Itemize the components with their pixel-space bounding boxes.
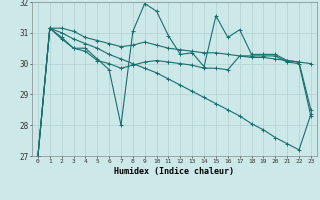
X-axis label: Humidex (Indice chaleur): Humidex (Indice chaleur) bbox=[115, 167, 234, 176]
